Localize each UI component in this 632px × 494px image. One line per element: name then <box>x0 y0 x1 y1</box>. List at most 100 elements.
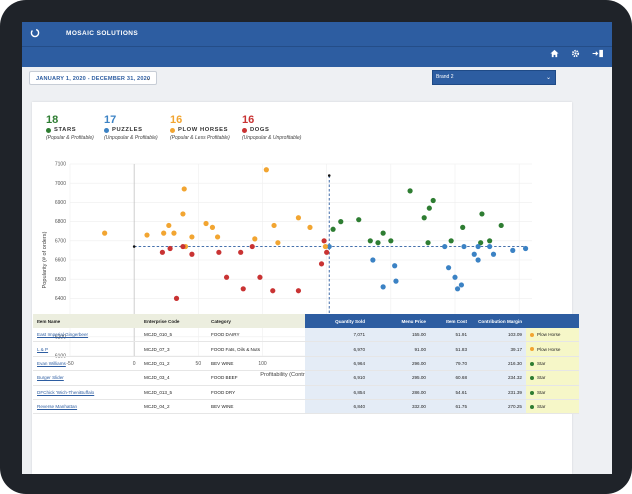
y-tick-label: 6600 <box>55 258 66 264</box>
category: FOOD Fats, Oils & Nuts <box>207 341 305 357</box>
legend-dot <box>242 127 247 133</box>
data-point-plow-horses <box>209 224 216 230</box>
data-point-dogs <box>249 243 255 250</box>
category: FOOD DRY <box>207 385 305 400</box>
data-point-dogs <box>257 274 263 280</box>
performance-label: Plow Horse <box>537 332 561 338</box>
data-point-dogs <box>159 249 165 255</box>
data-point-plow-horses <box>214 234 221 240</box>
col-item-cost[interactable]: Item Cost <box>430 314 471 328</box>
menu-price: 91.00 <box>369 341 430 357</box>
item-name-link[interactable]: L & P <box>33 341 140 357</box>
data-point-puzzles <box>522 245 529 252</box>
item-name-link[interactable]: DFChick 'Wich-TheniBuffalo <box>33 385 140 400</box>
data-point-dogs <box>189 251 195 257</box>
performance-dot <box>530 390 534 395</box>
contribution-margin: 39.17 <box>471 341 526 357</box>
item-name-link[interactable]: East Imperial Gingerbeer <box>33 328 140 343</box>
performance-label: Star <box>537 375 546 381</box>
quantity-sold: 6,970 <box>305 341 369 357</box>
contribution-margin: 231.39 <box>471 385 526 400</box>
enterprise-code: MCJD_01_2 <box>140 356 207 372</box>
app-screen: MOSAIC SOLUTIONS JANUARY 1, 2020 - DECEM… <box>22 22 612 474</box>
data-point-puzzles <box>380 284 386 290</box>
data-point-stars <box>375 240 381 246</box>
avg-line-endpoint <box>327 174 331 177</box>
legend-count: 18 <box>46 114 59 126</box>
item-cost: 60.68 <box>430 370 471 386</box>
data-point-puzzles <box>393 278 399 284</box>
performance-dot <box>530 361 534 366</box>
home-icon[interactable] <box>550 49 559 61</box>
data-point-stars <box>407 188 413 194</box>
date-range-picker[interactable]: JANUARY 1, 2020 - DECEMBER 31, 2020 ⌄ <box>29 71 157 85</box>
y-tick-label: 7100 <box>55 162 66 168</box>
col-enterprise-code[interactable]: Enterprise Code <box>140 314 207 328</box>
data-point-stars <box>338 219 344 225</box>
data-point-plow-horses <box>102 230 108 236</box>
table-row[interactable]: Evan Williams MCJD_01_2 BEV WINE 6,964 296.0… <box>33 356 579 372</box>
menu-price: 286.00 <box>369 385 430 400</box>
brand-select-value: Brand 2 <box>436 74 454 80</box>
legend-name: STARS <box>46 127 94 133</box>
data-point-plow-horses <box>252 236 258 242</box>
table-row[interactable]: Burger Slider MCJD_03_4 FOOD BEEF 6,910 295.… <box>33 370 579 386</box>
data-point-plow-horses <box>144 232 150 238</box>
quantity-sold: 6,964 <box>305 356 369 372</box>
table-row[interactable]: L & P MCJD_07_3 FOOD Fats, Oils & Nuts 6,97… <box>33 341 579 357</box>
quantity-sold: 6,910 <box>305 370 369 386</box>
performance-dot <box>530 404 534 409</box>
data-point-stars <box>388 238 394 244</box>
legend-item-stars: 18 STARS (Popular & Profitable) <box>46 114 94 141</box>
data-point-dogs <box>167 245 173 252</box>
legend-count: 17 <box>104 114 117 126</box>
legend-count: 16 <box>170 114 183 126</box>
col-contribution-margin[interactable]: Contribution Margin <box>471 314 526 328</box>
data-point-plow-horses <box>171 230 177 236</box>
data-point-plow-horses <box>307 224 313 230</box>
category-legend: 18 STARS (Popular & Profitable) 17 PUZZLES (U… <box>46 114 346 144</box>
table-row[interactable]: East Imperial Gingerbeer MCJD_010_5 FOOD D… <box>33 328 579 343</box>
data-point-stars <box>426 205 432 211</box>
y-tick-label: 6800 <box>55 219 66 225</box>
contribution-margin: 103.09 <box>471 328 526 343</box>
table-row[interactable]: Reverse Manhattan MCJD_04_2 BEV WINE 6,840 3… <box>33 399 579 415</box>
legend-desc: (Unpopular & Unprofitable) <box>242 135 302 141</box>
data-point-dogs <box>270 288 276 294</box>
legend-name: PUZZLES <box>104 127 158 133</box>
data-point-dogs <box>216 249 222 255</box>
item-cost: 54.61 <box>430 385 471 400</box>
y-axis-label: Popularity (# of orders) <box>42 231 48 288</box>
legend-count: 16 <box>242 114 255 126</box>
col-performance <box>526 314 579 328</box>
item-name-link[interactable]: Reverse Manhattan <box>33 399 140 415</box>
performance-cell: Star <box>526 399 579 415</box>
data-point-dogs <box>180 243 186 250</box>
item-name-link[interactable]: Burger Slider <box>33 370 140 386</box>
performance-cell: Star <box>526 356 579 372</box>
y-tick-label: 6900 <box>55 200 66 206</box>
data-point-stars <box>430 197 436 204</box>
logout-icon[interactable] <box>592 49 604 61</box>
y-tick-label: 6500 <box>55 277 66 283</box>
col-category[interactable]: Category <box>207 314 305 328</box>
data-point-plow-horses <box>189 234 195 240</box>
data-point-puzzles <box>510 247 516 253</box>
enterprise-code: MCJD_03_4 <box>140 370 207 386</box>
menu-price: 332.00 <box>369 399 430 415</box>
col-menu-price[interactable]: Menu Price <box>369 314 430 328</box>
gear-icon[interactable] <box>571 49 580 61</box>
legend-desc: (Unpopular & Profitable) <box>104 135 158 141</box>
data-point-plow-horses <box>166 222 172 229</box>
item-name-link[interactable]: Evan Williams <box>33 356 140 372</box>
category: FOOD DAIRY <box>207 328 305 343</box>
item-cost: 79.70 <box>430 356 471 372</box>
brand-select[interactable]: Brand 2 ⌄ <box>432 70 556 85</box>
data-point-puzzles <box>452 274 458 280</box>
category: BEV WINE <box>207 399 305 415</box>
col-item-name[interactable]: Item Name <box>33 314 140 328</box>
legend-label: DOGS <box>250 127 270 133</box>
col-quantity-sold[interactable]: Quantity Sold <box>305 314 369 328</box>
data-point-dogs <box>238 249 244 255</box>
table-row[interactable]: DFChick 'Wich-TheniBuffalo MCJD_013_5 FOOD… <box>33 385 579 400</box>
